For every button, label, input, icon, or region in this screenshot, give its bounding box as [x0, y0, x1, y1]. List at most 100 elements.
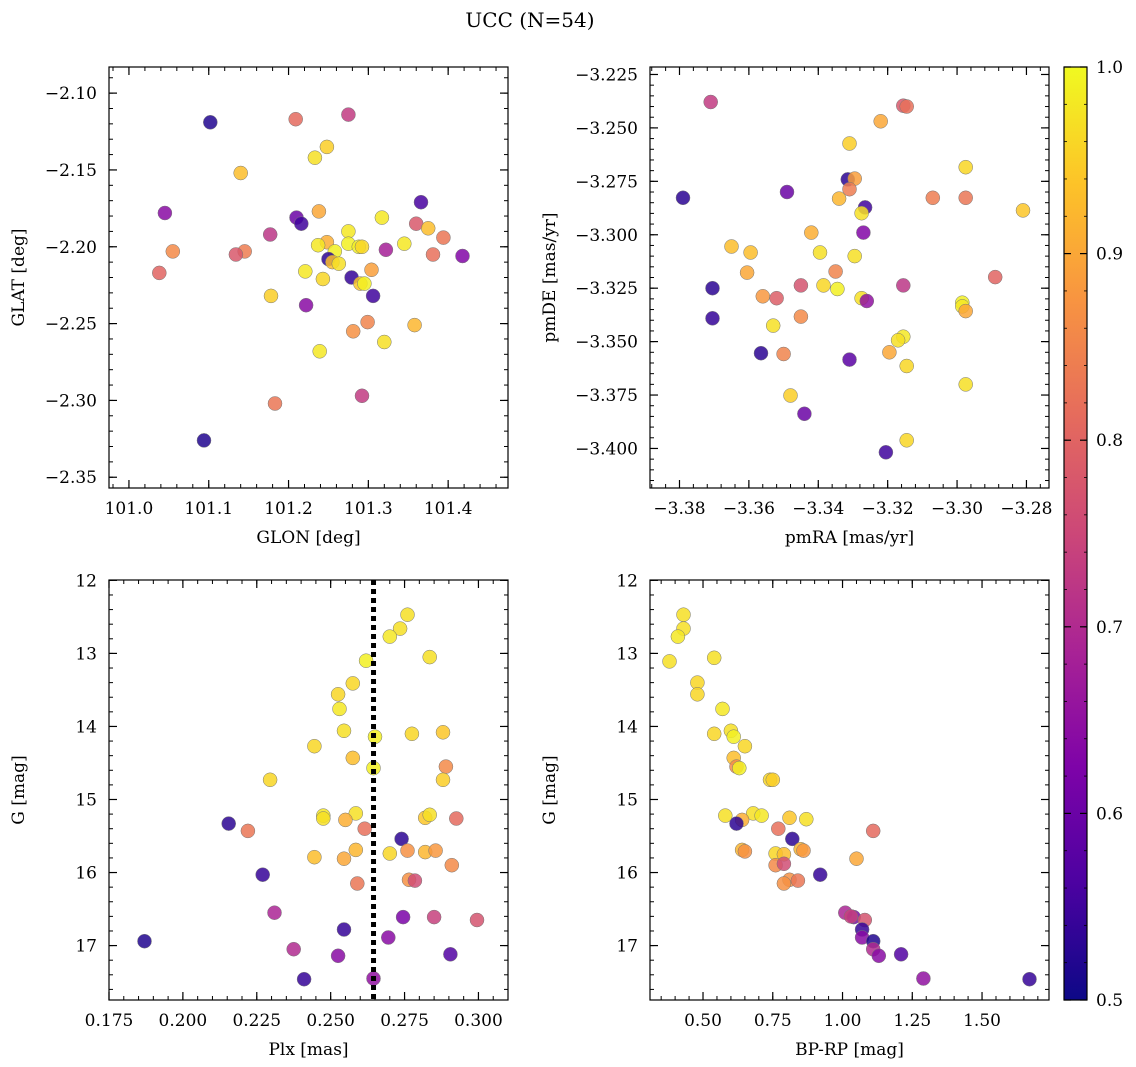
- data-point: [793, 278, 809, 293]
- data-point: [899, 358, 914, 374]
- data-point: [360, 314, 375, 330]
- axes-frame: [108, 579, 509, 1001]
- data-point: [203, 115, 218, 130]
- data-point: [331, 256, 347, 271]
- y-tick-label: 15: [616, 790, 638, 810]
- data-point: [754, 808, 769, 823]
- data-point: [312, 344, 327, 359]
- data-point: [336, 723, 352, 739]
- data-point: [842, 352, 857, 367]
- data-point: [157, 205, 173, 221]
- data-point: [354, 388, 370, 404]
- y-axis-label: G [mag]: [540, 755, 560, 824]
- data-point: [413, 194, 429, 210]
- data-point: [307, 738, 322, 754]
- colorbar-tick-label: 1.0: [1096, 58, 1123, 78]
- data-point: [196, 433, 212, 448]
- x-tick-label: 101.3: [344, 499, 393, 519]
- colorbar-gradient: [1063, 66, 1088, 1001]
- x-tick-label: −3.32: [862, 499, 914, 519]
- data-point: [307, 150, 323, 165]
- colorbar-tick-label: 0.9: [1096, 245, 1123, 265]
- data-point: [804, 225, 819, 240]
- x-tick-label: −3.28: [1000, 499, 1052, 519]
- data-point: [1015, 203, 1031, 218]
- data-point: [286, 941, 301, 957]
- scatter-points: [675, 94, 1031, 460]
- data-point: [987, 269, 1003, 285]
- x-tick-label: 1.00: [824, 1011, 862, 1031]
- data-point: [354, 239, 370, 255]
- data-point: [240, 823, 256, 839]
- data-point: [469, 912, 485, 928]
- y-tick-label: 17: [616, 937, 638, 957]
- x-axis-label: BP-RP [mag]: [795, 1040, 904, 1060]
- x-axis-label: pmRA [mas/yr]: [785, 528, 914, 548]
- data-point: [865, 823, 881, 839]
- data-point: [338, 812, 353, 828]
- data-point: [228, 247, 244, 262]
- data-point: [783, 388, 798, 403]
- y-tick-label: 13: [75, 644, 97, 664]
- data-point: [438, 759, 454, 774]
- data-point: [1022, 971, 1037, 987]
- data-point: [267, 905, 282, 920]
- x-axis-label: Plx [mas]: [268, 1040, 348, 1060]
- data-point: [382, 846, 398, 861]
- y-tick-label: −2.30: [45, 391, 97, 411]
- data-point: [842, 181, 857, 197]
- x-tick-label: −3.34: [792, 499, 844, 519]
- y-tick-label: −2.20: [45, 238, 97, 258]
- panel-plx-g: 0.175 0.200 0.225 0.250 0.275 0.300 12 13 14 15 16…: [9, 571, 509, 1060]
- data-point: [348, 842, 364, 858]
- data-point: [706, 726, 722, 742]
- data-point: [345, 676, 361, 691]
- data-point: [925, 190, 941, 206]
- y-tick-label: −3.225: [575, 65, 638, 85]
- data-point: [381, 930, 396, 945]
- data-point: [350, 876, 365, 891]
- x-tick-label: 101.0: [105, 499, 154, 519]
- data-point: [830, 281, 845, 297]
- data-point: [394, 831, 409, 847]
- data-point: [812, 245, 828, 260]
- data-point: [378, 242, 394, 258]
- x-tick-label: 101.1: [184, 499, 233, 519]
- x-tick-label: −3.38: [653, 499, 705, 519]
- data-point: [422, 649, 437, 665]
- data-point: [407, 317, 422, 333]
- data-point: [262, 227, 278, 242]
- data-point: [769, 290, 784, 306]
- data-point: [449, 811, 464, 826]
- data-point: [739, 265, 755, 280]
- panel-pmra-pmde: −3.38 −3.36 −3.34 −3.32 −3.30 −3.28 −3.225 −3.2…: [540, 65, 1053, 548]
- data-point: [670, 629, 686, 644]
- data-point: [690, 687, 705, 702]
- data-point: [729, 816, 744, 831]
- data-point: [890, 333, 906, 348]
- data-point: [255, 867, 270, 882]
- data-point: [425, 247, 441, 262]
- data-point: [765, 318, 781, 333]
- data-point: [705, 280, 720, 296]
- data-point: [357, 276, 372, 291]
- y-tick-label: −3.275: [575, 172, 638, 192]
- x-tick-label: 0.300: [454, 1011, 503, 1031]
- data-point: [765, 772, 781, 788]
- data-point: [233, 165, 248, 181]
- scatter-points: [137, 607, 485, 987]
- data-point: [294, 216, 309, 231]
- colorbar-tick-label: 0.7: [1096, 618, 1123, 638]
- data-point: [435, 725, 451, 740]
- data-point: [831, 191, 847, 206]
- data-point: [311, 204, 327, 219]
- figure-title: UCC (N=54): [465, 8, 594, 32]
- x-tick-label: 101.2: [264, 499, 313, 519]
- data-point: [345, 324, 361, 339]
- data-point: [849, 851, 864, 866]
- x-tick-label: 1.50: [963, 1011, 1001, 1031]
- data-point: [357, 821, 372, 836]
- data-point: [345, 750, 361, 766]
- scatter-points: [152, 107, 470, 448]
